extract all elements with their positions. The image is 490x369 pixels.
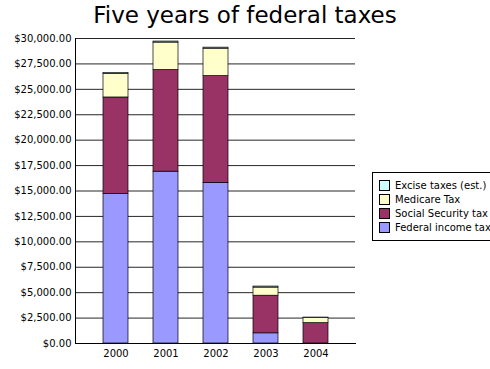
svg-text:$10,000.00: $10,000.00 — [14, 236, 71, 247]
html-text:Five years of federal taxes: Five years of federal taxes — [93, 2, 397, 28]
svg-text:$17,500.00: $17,500.00 — [14, 160, 71, 171]
svg-text:$7,500.00: $7,500.00 — [21, 261, 72, 272]
svg-text:$0.00: $0.00 — [43, 338, 72, 349]
svg-text:$5,000.00: $5,000.00 — [21, 287, 72, 298]
svg-text:2001: 2001 — [153, 348, 178, 359]
html-text:Federal income tax: Federal income tax — [395, 222, 490, 233]
svg-text:$25,000.00: $25,000.00 — [14, 84, 71, 95]
svg-text:$20,000.00: $20,000.00 — [14, 134, 71, 145]
svg-text:$12,500.00: $12,500.00 — [14, 211, 71, 222]
svg-text:$22,500.00: $22,500.00 — [14, 109, 71, 120]
svg-text:$2,500.00: $2,500.00 — [21, 312, 72, 323]
html-text:Medicare Tax: Medicare Tax — [395, 194, 461, 205]
html-text:Social Security tax: Social Security tax — [395, 208, 488, 219]
svg-text:2003: 2003 — [253, 348, 278, 359]
svg-text:$27,500.00: $27,500.00 — [14, 58, 71, 69]
svg-text:$30,000.00: $30,000.00 — [14, 33, 71, 44]
svg-text:2000: 2000 — [103, 348, 128, 359]
svg-text:$15,000.00: $15,000.00 — [14, 185, 71, 196]
html-text:Excise taxes (est.): Excise taxes (est.) — [395, 180, 487, 191]
svg-text:2004: 2004 — [303, 348, 328, 359]
svg-text:2002: 2002 — [203, 348, 228, 359]
